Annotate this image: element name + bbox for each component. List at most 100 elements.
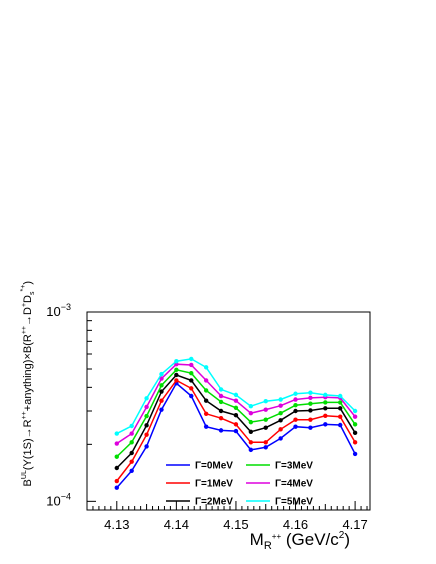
data-point [352, 422, 358, 427]
series-1 [114, 378, 358, 484]
data-point [189, 393, 194, 399]
data-point [174, 378, 179, 383]
data-point [144, 432, 149, 437]
data-point [114, 485, 119, 490]
data-point [352, 430, 358, 436]
data-point [263, 425, 268, 430]
data-point [203, 378, 209, 383]
data-point [323, 413, 328, 418]
x-tick-label: 4.17 [342, 517, 367, 532]
data-point [233, 422, 239, 427]
data-point [278, 403, 283, 408]
data-point [189, 386, 194, 391]
data-point [159, 371, 164, 377]
legend-label: Γ=0MeV [195, 461, 233, 472]
legend-label: Γ=5MeV [275, 497, 313, 508]
y-axis-title: BUL(Υ(1S)→R+++anything)×B(R++→D+Ds*+) [20, 281, 36, 486]
data-point [263, 398, 268, 404]
series-2 [114, 372, 358, 471]
data-point [293, 402, 298, 408]
legend-item: Γ=0MeV [166, 461, 233, 472]
data-point [114, 431, 119, 436]
y-tick-label: 10−4 [46, 491, 71, 508]
data-point [144, 444, 149, 449]
data-point [129, 450, 134, 456]
data-point [352, 451, 358, 457]
data-point [248, 404, 254, 409]
data-point [114, 478, 119, 484]
data-point [248, 429, 254, 434]
data-point [203, 365, 209, 370]
x-tick-label: 4.16 [283, 517, 308, 532]
data-point [352, 408, 358, 414]
data-point [233, 405, 239, 410]
legend-label: Γ=2MeV [195, 497, 233, 508]
data-point [278, 427, 283, 432]
series-5 [114, 356, 358, 436]
data-point [129, 459, 134, 464]
data-point [144, 413, 149, 419]
data-point [203, 388, 209, 393]
data-point [129, 468, 134, 473]
data-point [263, 407, 268, 412]
data-point [189, 378, 194, 383]
legend-item: Γ=4MeV [246, 479, 313, 490]
legend-label: Γ=1MeV [195, 479, 233, 490]
data-point [352, 414, 358, 419]
data-point [352, 440, 358, 445]
data-point [263, 417, 268, 422]
data-point [323, 406, 328, 411]
series-group [114, 356, 358, 490]
data-point [338, 422, 343, 428]
data-point [218, 408, 224, 414]
data-point [144, 396, 149, 401]
x-tick-label: 4.15 [223, 517, 248, 532]
legend-label: Γ=3MeV [275, 461, 313, 472]
data-point [323, 400, 328, 405]
data-point [293, 417, 298, 422]
data-point [248, 440, 254, 445]
data-point [159, 398, 164, 403]
data-point [338, 414, 343, 419]
data-point [203, 398, 209, 403]
data-point [308, 417, 313, 422]
data-point [218, 415, 224, 421]
legend-item: Γ=1MeV [166, 479, 233, 490]
data-point [203, 424, 209, 429]
series-4 [114, 362, 358, 446]
data-point [129, 440, 134, 445]
data-point [308, 401, 313, 406]
data-point [293, 397, 298, 402]
x-axis-ticks: 4.13 4.14 4.15 4.16 4.17 [86, 501, 368, 532]
data-point [218, 399, 224, 405]
data-point [114, 454, 119, 459]
x-axis-title: MR++ (GeV/c2) [250, 530, 350, 552]
data-point [174, 372, 179, 378]
data-point [174, 358, 179, 364]
data-point [278, 397, 283, 402]
legend-item: Γ=5MeV [246, 497, 313, 508]
data-point [114, 441, 119, 446]
data-point [159, 389, 164, 394]
legend: Γ=0MeV Γ=1MeV Γ=2MeV Γ=3MeV Γ=4MeV Γ=5MeV [166, 461, 313, 508]
data-point [233, 428, 239, 434]
data-point [323, 422, 328, 427]
data-point [129, 423, 134, 429]
x-tick-label: 4.14 [164, 517, 189, 532]
series-3 [114, 367, 358, 459]
data-point [233, 398, 239, 403]
data-point [293, 408, 298, 414]
data-point [293, 424, 298, 429]
legend-item: Γ=3MeV [246, 461, 313, 472]
legend-label: Γ=4MeV [275, 479, 313, 490]
data-point [174, 367, 179, 373]
data-point [114, 465, 119, 471]
data-point [278, 418, 283, 423]
data-point [218, 393, 224, 399]
data-point [159, 407, 164, 412]
data-point [203, 411, 209, 416]
data-point [248, 447, 254, 453]
y-tick-label: 10−3 [46, 302, 71, 319]
